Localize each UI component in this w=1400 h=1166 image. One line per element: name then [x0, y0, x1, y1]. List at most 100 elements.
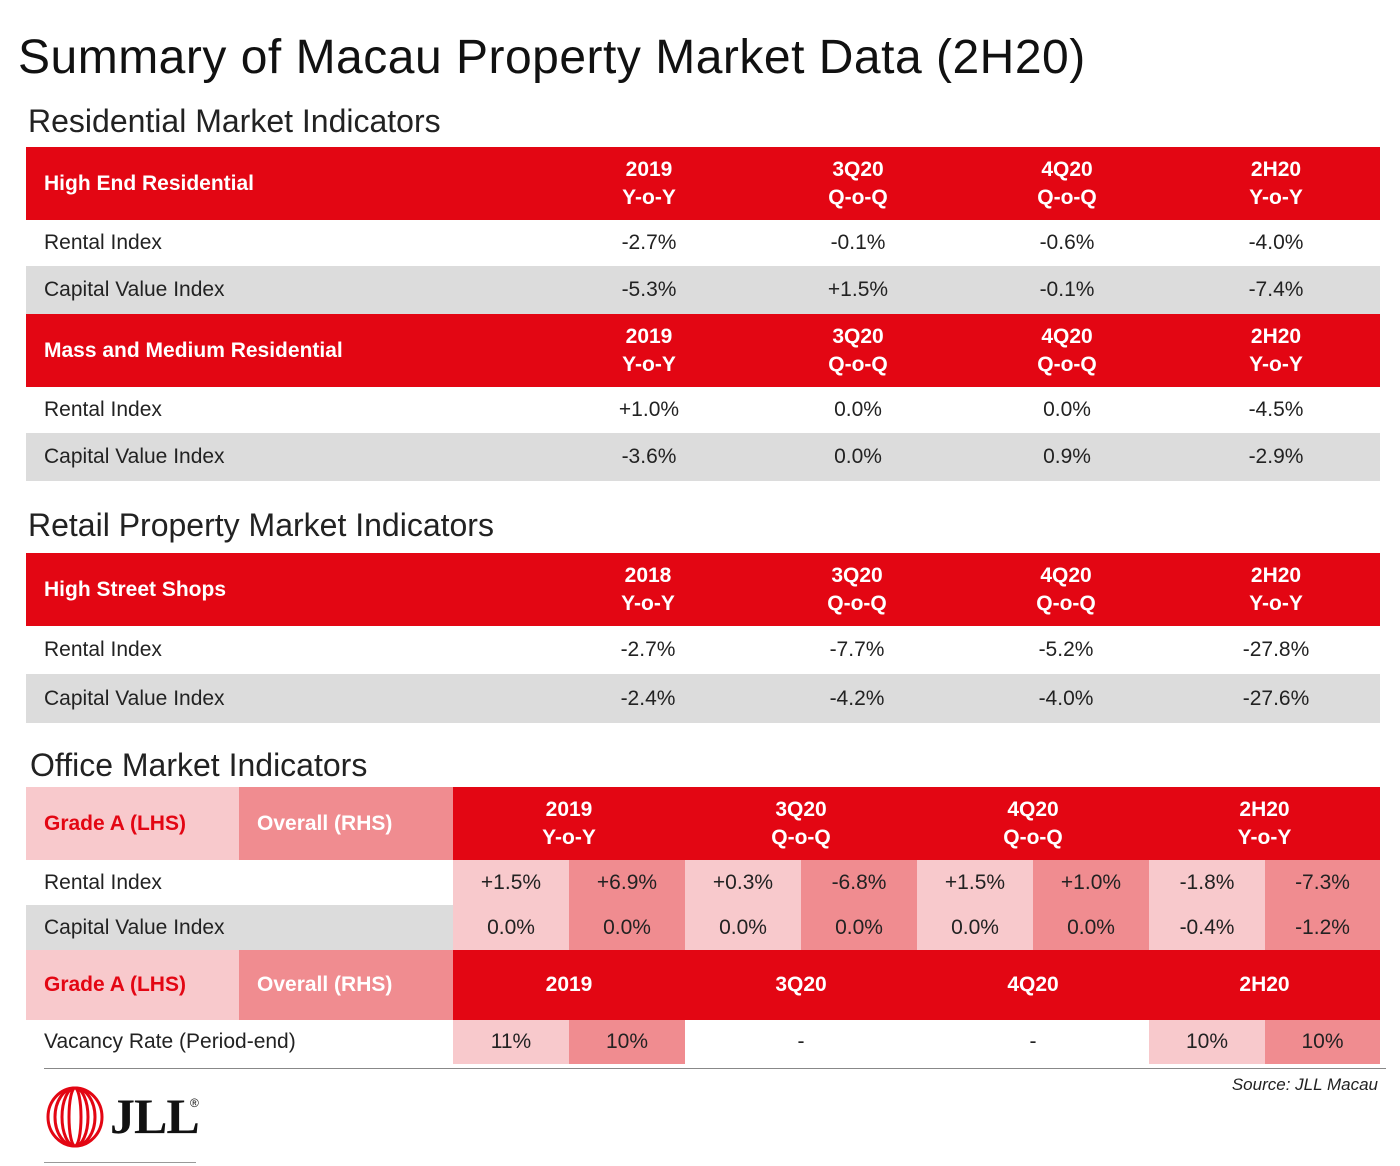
grade-a-cell: +0.3% — [685, 860, 801, 905]
divider — [44, 1068, 1386, 1069]
grade-a-cell: -1.8% — [1149, 860, 1265, 905]
high-end-label: High End Residential — [44, 171, 255, 195]
legend-grade-a-swatch — [26, 950, 239, 1020]
grade-a-cell: 10% — [1149, 1020, 1265, 1064]
row-band — [26, 905, 453, 950]
vacancy-col-3: 4Q20 — [1007, 973, 1059, 996]
jll-logo-text: JLL — [110, 1088, 200, 1144]
retail-header — [26, 553, 1380, 626]
legend-overall-swatch — [239, 787, 453, 860]
office-col-4: 2H20 Y-o-Y — [1237, 797, 1292, 849]
overall-cell: 10% — [569, 1020, 685, 1064]
table-cell: -2.7% — [621, 231, 677, 254]
vacancy-col-4: 2H20 — [1239, 973, 1290, 996]
legend-grade-a-label: Grade A (LHS) — [44, 811, 186, 835]
overall-cell: 0.0% — [569, 905, 685, 950]
table-cell: -4.0% — [1248, 231, 1304, 254]
overall-cell: 0.0% — [801, 905, 917, 950]
grade-a-cell: +1.5% — [453, 860, 569, 905]
table-cell: -0.1% — [1039, 278, 1095, 301]
grade-a-cell: -0.4% — [1149, 905, 1265, 950]
table-cell: -0.1% — [830, 231, 886, 254]
grade-a-cell: 11% — [453, 1020, 569, 1064]
table-cell: -2.9% — [1248, 445, 1304, 468]
table-cell: +1.0% — [618, 398, 680, 421]
vacancy-col-1: 2019 — [545, 973, 593, 996]
table-cell: -5.2% — [1038, 638, 1094, 661]
mass-medium-header — [26, 314, 1380, 387]
retail-col-1: 2018 Y-o-Y — [621, 563, 675, 615]
retail-col-3: 4Q20 Q-o-Q — [1036, 563, 1096, 615]
table-cell: -27.8% — [1242, 638, 1310, 661]
residential-heading: Residential Market Indicators — [28, 103, 441, 139]
office-col-1: 2019 Y-o-Y — [542, 797, 596, 849]
table-cell: 0.0% — [1043, 398, 1091, 421]
overall-cell: -7.3% — [1265, 860, 1380, 905]
table-cell: -4.5% — [1248, 398, 1304, 421]
grade-a-cell: +1.5% — [917, 860, 1033, 905]
table-cell: -4.2% — [829, 686, 885, 710]
table-cell: -2.4% — [620, 686, 676, 710]
table-cell: +1.5% — [827, 278, 889, 301]
table-cell: - — [1029, 1030, 1037, 1053]
legend-overall-label: Overall (RHS) — [257, 811, 393, 835]
table-cell: -3.6% — [621, 445, 677, 468]
table-cell: -2.7% — [620, 638, 676, 661]
overall-cell: -6.8% — [801, 860, 917, 905]
high-end-header — [26, 147, 1380, 220]
mass-medium-col-1: 2019 Y-o-Y — [622, 324, 676, 376]
high-end-col-4: 2H20 Y-o-Y — [1249, 157, 1303, 209]
jll-logo-mark-icon — [46, 1086, 104, 1148]
retail-col-4: 2H20 Y-o-Y — [1249, 563, 1303, 615]
table-cell: 0.0% — [834, 445, 882, 468]
row-label: Rental Index — [44, 638, 162, 661]
high-end-col-1: 2019 Y-o-Y — [622, 157, 676, 209]
row-label: Capital Value Index — [44, 278, 225, 301]
table-cell: -5.3% — [621, 278, 677, 301]
jll-logo: JLL ® — [44, 1086, 204, 1148]
row-label: Rental Index — [44, 398, 162, 421]
office-heading: Office Market Indicators — [30, 747, 368, 783]
retail-heading: Retail Property Market Indicators — [28, 507, 494, 543]
logo-underline — [44, 1162, 196, 1163]
legend-overall-label: Overall (RHS) — [257, 973, 393, 996]
legend-overall-swatch — [239, 950, 453, 1020]
office-col-3: 4Q20 Q-o-Q — [1003, 797, 1063, 849]
row-label: Capital Value Index — [44, 915, 225, 939]
row-label: Rental Index — [44, 870, 162, 894]
registered-mark: ® — [190, 1096, 199, 1110]
mass-medium-col-4: 2H20 Y-o-Y — [1249, 324, 1303, 376]
row-band — [26, 433, 1380, 481]
table-cell: -7.7% — [829, 638, 885, 661]
office-header — [453, 787, 1380, 860]
row-band — [26, 266, 1380, 314]
table-cell: -4.0% — [1038, 686, 1094, 710]
high-end-col-2: 3Q20 Q-o-Q — [828, 157, 888, 209]
row-label: Rental Index — [44, 231, 162, 254]
table-cell: 0.0% — [834, 398, 882, 421]
row-label: Vacancy Rate (Period-end) — [44, 1030, 296, 1053]
overall-cell: 0.0% — [1033, 905, 1149, 950]
grade-a-cell: 0.0% — [917, 905, 1033, 950]
grade-a-cell: 0.0% — [685, 905, 801, 950]
table-cell: -0.6% — [1039, 231, 1095, 254]
table-cell: -7.4% — [1248, 278, 1304, 301]
mass-medium-label: Mass and Medium Residential — [44, 338, 343, 362]
overall-cell: +1.0% — [1033, 860, 1149, 905]
row-label: Capital Value Index — [44, 445, 225, 468]
legend-grade-a-label: Grade A (LHS) — [44, 973, 186, 996]
vacancy-col-2: 3Q20 — [775, 973, 827, 996]
legend-grade-a-swatch — [26, 787, 239, 860]
retail-col-2: 3Q20 Q-o-Q — [827, 563, 887, 615]
office-col-2: 3Q20 Q-o-Q — [771, 797, 831, 849]
high-end-col-3: 4Q20 Q-o-Q — [1037, 157, 1097, 209]
table-cell: -27.6% — [1242, 686, 1310, 710]
overall-cell: -1.2% — [1265, 905, 1380, 950]
grade-a-cell: 0.0% — [453, 905, 569, 950]
mass-medium-col-3: 4Q20 Q-o-Q — [1037, 324, 1097, 376]
vacancy-header — [453, 950, 1380, 1020]
page-title: Summary of Macau Property Market Data (2… — [18, 31, 1086, 84]
table-cell: - — [797, 1030, 805, 1053]
overall-cell: 10% — [1265, 1020, 1380, 1064]
source-note: Source: JLL Macau — [1231, 1075, 1378, 1094]
